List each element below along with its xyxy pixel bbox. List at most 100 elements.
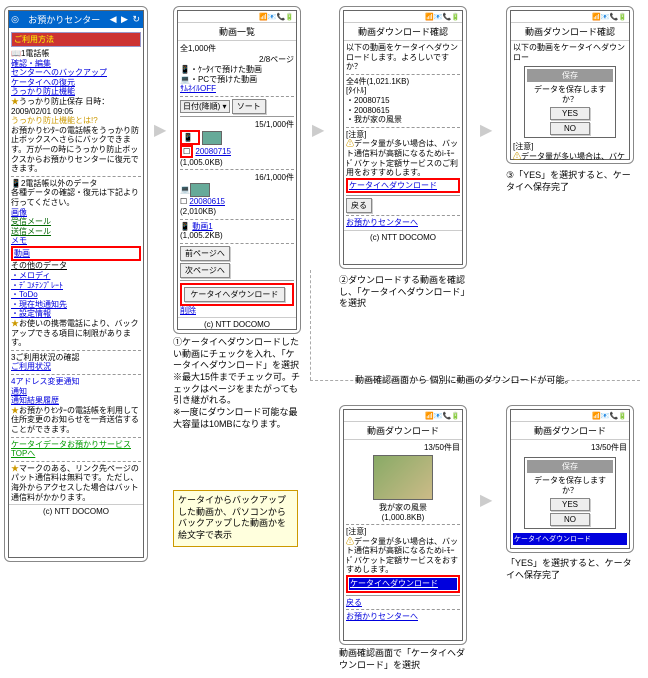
prev-page[interactable]: 前ページへ [180,246,230,261]
nav-icons: ◀ ▶ ↻ [110,14,141,25]
arrow-3-4: ▶ [480,120,492,140]
sort-row: 日付(降順) ▾ ソート [180,99,294,114]
caption-phone2: ①ケータイへダウンロードしたい動画にチェックを入れ、「ケータイへダウンロード」を… [173,337,303,431]
arrow-2-3: ▶ [312,120,324,140]
msg4: 以下の動画をケータイヘダウンロー [513,43,627,62]
check1-box: 📱 [180,130,200,145]
pc-icon: 💻 [180,185,190,194]
thumb1 [202,131,222,145]
caption-phone5: 動画確認画面で「ケータイヘダウンロード」を選択 [339,648,469,671]
dialog-title-2: 保存 [527,460,612,473]
link-todo[interactable]: ・ToDo [11,290,141,300]
link-recv[interactable]: 受信メール [11,217,141,227]
group4-head: 4アドレス変更通知 [11,377,141,387]
caption-phone3: ②ダウンロードする動画を確認し、「ケータイヘダウンロード」を選択 [339,275,469,310]
size5: (1,000.8KB) [346,513,460,522]
back5[interactable]: 戻る [346,598,460,608]
caption-mid: 動画確認画面から 個別に動画のダウンロードが可能。 [355,375,645,387]
phone6-title: 動画ダウンロード [511,422,629,440]
note5: ⚠データ量が多い場合は、バット通信料が高額になるためi-ﾓｰﾄﾞバケット定額サー… [346,537,460,575]
thumb-off[interactable]: ｻﾑﾈｲﾙOFF [180,84,294,94]
dialog-msg: データを保存しますか？ [527,82,612,107]
link-decome[interactable]: ・ﾃﾞｺﾒﾃﾝﾌﾟﾚｰﾄ [11,281,141,291]
dl3-box: ケータイへダウンロード [346,178,460,194]
link-restore[interactable]: ケータイへの復元 [11,78,141,88]
link-edit[interactable]: 確認・編集 [11,59,141,69]
note-head5: [注意] [346,527,460,537]
next-page[interactable]: 次ページへ [180,263,230,278]
no-button-2[interactable]: NO [550,513,590,526]
download-box: ケータイへダウンロード [180,283,294,306]
bookmark-line: ★うっかり防止保存 日時： [11,97,141,107]
center5[interactable]: お預かりセンターへ [346,612,460,622]
phone1-title: お預かりセンター [28,13,100,26]
back3[interactable]: 戻る [346,198,372,213]
link-usage[interactable]: ご利用状況 [11,362,141,372]
check1[interactable]: ☐ [180,145,193,158]
check2[interactable]: ☐ [180,197,187,206]
phone-confirm: 📶📧📞🔋 動画ダウンロード確認 以下の動画をケータイヘダウンロードします。よろし… [339,6,467,269]
item3[interactable]: 動画1 [192,222,212,231]
center3[interactable]: お預かりセンターへ [346,218,460,228]
all-count: 全4件(1,021.1KB) [346,77,460,87]
dl6-hidden: ケータイへダウンロード [513,533,627,545]
footer-note: ★マークのある、リンク先ページのパット通信料は無料です。ただし、海外からアクセス… [11,464,141,502]
link-ukkari[interactable]: うっかり防止機能 [11,87,141,97]
dl3-link[interactable]: ケータイへダウンロード [349,181,457,191]
link-image[interactable]: 画像 [11,208,141,218]
page6: 13/50件目 [513,442,627,453]
sort-button[interactable]: ソート [232,99,266,114]
note4: ⚠データ量が多い場合は、バケ [513,152,627,162]
yes-button[interactable]: YES [550,107,590,120]
phone-detail: 📶📧📞🔋 動画ダウンロード 13/50件目 我が家の風景 (1,000.8KB)… [339,405,467,645]
item1[interactable]: 20080715 [195,147,231,156]
phone2-title: 動画一覧 [178,23,296,41]
link-service-top[interactable]: ケータイデータお預かりサービスTOPへ [11,440,141,459]
link-other[interactable]: その他のデータ [11,261,141,271]
note-head3: [注意] [346,130,460,140]
phone2-copyright: (c) NTT DOCOMO [178,317,296,331]
link-video[interactable]: 動画 [14,249,138,259]
it3: ・我が家の風景 [346,115,460,125]
item1-size: (1,005.0KB) [180,158,294,168]
arrow-5-6: ▶ [480,490,492,510]
group3-head: 3ご利用状況の確認 [11,353,141,363]
link-melody[interactable]: ・メロディ [11,271,141,281]
dl5-link[interactable]: ケータイへダウンロード [349,578,457,590]
link-memo[interactable]: メモ [11,236,141,246]
sort-select[interactable]: 日付(降順) ▾ [180,100,230,113]
phone-list: 📶📧📞🔋 動画一覧 全1,000件 2/8ページ 📱・ｹｰﾀｲで預けた動画 💻・… [173,6,301,334]
delete-link[interactable]: 削除 [180,306,294,316]
no-button[interactable]: NO [550,122,590,135]
link-backup[interactable]: センターへのバックアップ [11,68,141,78]
link-settings[interactable]: ・設定情報 [11,309,141,319]
caption5: 我が家の風景 [346,502,460,513]
dialog-msg-2: データを保存しますか？ [527,473,612,498]
yellow-note: ケータイからバックアップした動画か、パソコンからバックアップした動画かを絵文字で… [173,490,298,547]
link-notify-hist[interactable]: 通知結果履歴 [11,396,141,406]
video-thumbnail [373,455,433,500]
link-send[interactable]: 送信メール [11,227,141,237]
it1: ・20080715 [346,96,460,106]
link-location[interactable]: ・現在地通知先 [11,300,141,310]
dash-corner [310,270,311,380]
yes-button-2[interactable]: YES [550,498,590,511]
item2[interactable]: 20080615 [189,197,225,206]
confirm-msg: 以下の動画をケータイヘダウンロードします。よろしいですか？ [346,43,460,72]
link-notify[interactable]: 通知 [11,387,141,397]
phone2-status: 📶📧📞🔋 [178,11,296,23]
filter2: 💻・PCで預けた動画 [180,75,294,85]
video-link-box: 動画 [11,246,141,262]
bm-text-1: お預かりｾﾝﾀｰの電話帳をうっかり防止ボックスへさらにバックできます。万が一の時… [11,126,141,174]
phone1-copyright: (c) NTT DOCOMO [9,504,143,518]
phone5-status: 📶📧📞🔋 [344,410,462,422]
phone3-status: 📶📧📞🔋 [344,11,462,23]
it2: ・20080615 [346,106,460,116]
arrow-1-2: ▶ [154,120,166,140]
item2-size: (2,010KB) [180,207,294,217]
download-button[interactable]: ケータイへダウンロード [184,287,285,302]
group1-head: 📖1電話帳 [11,49,141,59]
thumb2 [190,183,210,197]
bookmark-date: 2009/02/01 09:05 [11,107,141,117]
bm-text-0: うっかり防止機能とは!? [11,116,141,126]
